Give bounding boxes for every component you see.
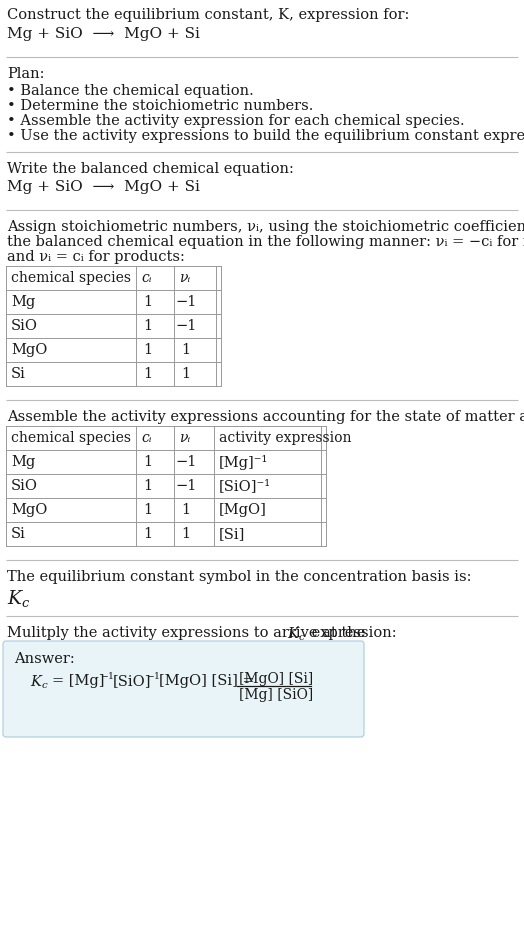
Text: [Mg] [SiO]: [Mg] [SiO] — [239, 688, 313, 702]
Text: $K_c$: $K_c$ — [7, 588, 30, 609]
Text: 1: 1 — [181, 527, 191, 541]
Text: 1: 1 — [181, 343, 191, 357]
Text: activity expression: activity expression — [219, 431, 352, 445]
Text: MgO: MgO — [11, 503, 47, 517]
Text: Mulitply the activity expressions to arrive at the: Mulitply the activity expressions to arr… — [7, 626, 370, 640]
Text: MgO: MgO — [11, 343, 47, 357]
Text: $^{-1}$: $^{-1}$ — [100, 673, 115, 686]
Text: −1: −1 — [176, 479, 196, 493]
Text: Si: Si — [11, 527, 26, 541]
Text: [Si]: [Si] — [219, 527, 245, 541]
Text: Answer:: Answer: — [14, 652, 75, 666]
Text: Mg + SiO  ⟶  MgO + Si: Mg + SiO ⟶ MgO + Si — [7, 27, 200, 41]
Text: 1: 1 — [144, 455, 152, 469]
Text: Construct the equilibrium constant, K, expression for:: Construct the equilibrium constant, K, e… — [7, 8, 409, 22]
Text: $K_c$: $K_c$ — [30, 674, 49, 691]
Text: −1: −1 — [176, 455, 196, 469]
Text: [MgO]: [MgO] — [219, 503, 267, 517]
Text: Assemble the activity expressions accounting for the state of matter and νᵢ:: Assemble the activity expressions accoun… — [7, 410, 524, 424]
Text: cᵢ: cᵢ — [141, 431, 151, 445]
Text: 1: 1 — [144, 527, 152, 541]
Text: νᵢ: νᵢ — [179, 431, 190, 445]
Text: cᵢ: cᵢ — [141, 271, 151, 285]
Text: Mg: Mg — [11, 295, 35, 309]
Text: [MgO] [Si]: [MgO] [Si] — [239, 672, 313, 686]
Text: 1: 1 — [181, 503, 191, 517]
Text: SiO: SiO — [11, 479, 38, 493]
Text: Plan:: Plan: — [7, 67, 45, 81]
Text: = [Mg]: = [Mg] — [52, 674, 104, 688]
Text: Si: Si — [11, 367, 26, 381]
Text: −1: −1 — [176, 319, 196, 333]
Text: and νᵢ = cᵢ for products:: and νᵢ = cᵢ for products: — [7, 250, 185, 264]
Text: Assign stoichiometric numbers, νᵢ, using the stoichiometric coefficients, cᵢ, fr: Assign stoichiometric numbers, νᵢ, using… — [7, 220, 524, 234]
Text: 1: 1 — [144, 479, 152, 493]
Text: • Use the activity expressions to build the equilibrium constant expression.: • Use the activity expressions to build … — [7, 129, 524, 143]
Text: Write the balanced chemical equation:: Write the balanced chemical equation: — [7, 162, 294, 176]
Text: $K_c$: $K_c$ — [287, 626, 305, 643]
Text: The equilibrium constant symbol in the concentration basis is:: The equilibrium constant symbol in the c… — [7, 570, 472, 584]
Text: chemical species: chemical species — [11, 271, 131, 285]
Text: 1: 1 — [144, 367, 152, 381]
Text: 1: 1 — [144, 319, 152, 333]
Text: expression:: expression: — [307, 626, 397, 640]
Text: 1: 1 — [144, 503, 152, 517]
Text: νᵢ: νᵢ — [179, 271, 190, 285]
Text: −1: −1 — [176, 295, 196, 309]
Text: 1: 1 — [144, 295, 152, 309]
Text: Mg: Mg — [11, 455, 35, 469]
Text: 1: 1 — [144, 343, 152, 357]
Text: chemical species: chemical species — [11, 431, 131, 445]
Text: [MgO] [Si] =: [MgO] [Si] = — [159, 674, 259, 688]
Text: • Balance the chemical equation.: • Balance the chemical equation. — [7, 84, 254, 98]
Text: • Determine the stoichiometric numbers.: • Determine the stoichiometric numbers. — [7, 99, 313, 113]
Text: the balanced chemical equation in the following manner: νᵢ = −cᵢ for reactants: the balanced chemical equation in the fo… — [7, 235, 524, 249]
Text: • Assemble the activity expression for each chemical species.: • Assemble the activity expression for e… — [7, 114, 465, 128]
Text: [SiO]⁻¹: [SiO]⁻¹ — [219, 479, 271, 493]
Text: [SiO]: [SiO] — [113, 674, 151, 688]
Text: [Mg]⁻¹: [Mg]⁻¹ — [219, 455, 268, 470]
FancyBboxPatch shape — [3, 641, 364, 737]
Text: SiO: SiO — [11, 319, 38, 333]
Text: 1: 1 — [181, 367, 191, 381]
Text: $^{-1}$: $^{-1}$ — [146, 673, 160, 686]
Text: Mg + SiO  ⟶  MgO + Si: Mg + SiO ⟶ MgO + Si — [7, 180, 200, 194]
